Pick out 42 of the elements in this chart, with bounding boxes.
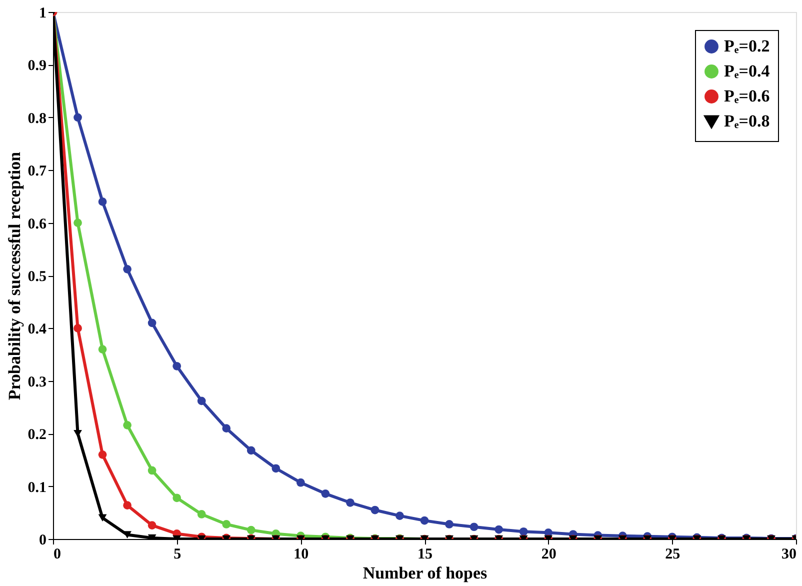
point [98, 345, 107, 354]
point [246, 446, 256, 455]
point [74, 218, 82, 227]
point [346, 498, 354, 507]
y-tick-label: 0.7 [28, 164, 47, 180]
legend-label: Pₑ=0.6 [724, 86, 770, 106]
point [123, 265, 132, 274]
x-tick-label: 5 [174, 546, 182, 562]
point [98, 198, 107, 206]
y-tick-label: 0.6 [28, 216, 47, 232]
point [272, 464, 280, 473]
y-tick-label: 0.1 [28, 480, 46, 496]
y-axis-title: Probability of successful reception [4, 151, 24, 400]
x-tick-label: 30 [782, 546, 796, 562]
y-tick-label: 0.4 [28, 322, 47, 338]
y-tick-label: 1 [39, 6, 46, 22]
point [148, 318, 156, 328]
y-tick-label: 0.3 [28, 374, 46, 390]
legend-label: Pₑ=0.8 [724, 112, 770, 130]
point [296, 478, 305, 487]
x-tick-label: 10 [294, 546, 309, 562]
legend-label: Pₑ=0.4 [724, 62, 770, 80]
point [74, 113, 82, 122]
point [197, 396, 206, 406]
x-axis-title: Number of hopes [362, 564, 488, 582]
point [74, 430, 82, 438]
point [74, 324, 82, 332]
point [222, 424, 231, 433]
point [123, 420, 132, 430]
point [172, 362, 182, 370]
x-tick-label: 20 [541, 546, 556, 562]
y-tick-label: 0.2 [28, 427, 46, 444]
y-tick-label: 0 [39, 532, 46, 548]
point [148, 466, 156, 475]
y-tick-label: 0.5 [28, 269, 46, 285]
x-tick-label: 0 [54, 546, 61, 562]
y-tick-label: 0.9 [28, 58, 46, 74]
point [98, 450, 107, 459]
y-tick-label: 0.8 [28, 110, 46, 127]
x-tick-label: 15 [418, 546, 432, 562]
x-tick-label: 25 [665, 546, 680, 562]
legend-label: Pₑ=0.2 [724, 36, 770, 56]
